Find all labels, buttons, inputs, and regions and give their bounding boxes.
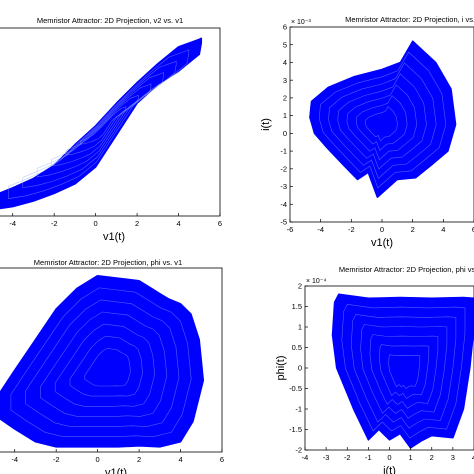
y-tick-label: -4 bbox=[280, 200, 287, 209]
y-tick-label: 5 bbox=[283, 40, 287, 49]
attractor-orbit bbox=[25, 299, 180, 427]
attractor-series bbox=[331, 293, 474, 449]
x-tick-label: 4 bbox=[441, 225, 445, 234]
y-tick-label: -2 bbox=[295, 446, 302, 455]
x-tick-label: 0 bbox=[380, 225, 384, 234]
attractor-orbit bbox=[346, 84, 418, 161]
attractor-orbit bbox=[355, 95, 408, 151]
attractor-orbit bbox=[8, 49, 190, 199]
y-tick-label: -2 bbox=[280, 164, 287, 173]
y-tick-label: 1 bbox=[298, 323, 302, 332]
chart-title: Memristor Attractor: 2D Projection, i vs… bbox=[345, 15, 474, 24]
plot-area bbox=[0, 37, 203, 210]
y-tick-label: 1 bbox=[283, 111, 287, 120]
chart-panel-4: Memristor Attractor: 2D Projection, phi … bbox=[275, 265, 474, 474]
attractor-orbit bbox=[378, 344, 430, 399]
x-tick-label: 4 bbox=[472, 453, 474, 462]
x-tick-label: 0 bbox=[94, 219, 98, 228]
x-tick-label: -4 bbox=[9, 219, 16, 228]
attractor-orbit bbox=[328, 62, 437, 179]
x-tick-label: 4 bbox=[178, 455, 182, 464]
attractor-orbit bbox=[65, 94, 139, 156]
attractor-orbit bbox=[369, 334, 439, 409]
chart-panel-3: Memristor Attractor: 2D Projection, phi … bbox=[0, 258, 224, 474]
attractor-orbit bbox=[318, 51, 447, 189]
x-tick-label: -4 bbox=[317, 225, 324, 234]
y-tick-label: -3 bbox=[280, 182, 287, 191]
attractor-orbit bbox=[360, 324, 448, 419]
attractor-series bbox=[0, 37, 203, 210]
attractor-orbit bbox=[84, 347, 131, 387]
attractor-orbit bbox=[22, 60, 177, 189]
chart-title: Memristor Attractor: 2D Projection, v2 v… bbox=[37, 16, 183, 25]
attractor-orbit bbox=[36, 72, 164, 178]
x-axis-label: v1(t) bbox=[103, 231, 125, 243]
attractor-orbit bbox=[388, 354, 421, 389]
chart-panel-1: Memristor Attractor: 2D Projection, v2 v… bbox=[0, 16, 222, 243]
x-tick-label: -2 bbox=[344, 453, 351, 462]
plot-area bbox=[309, 40, 457, 198]
x-tick-label: 6 bbox=[218, 219, 222, 228]
x-tick-label: -6 bbox=[287, 225, 294, 234]
x-tick-label: 2 bbox=[137, 455, 141, 464]
attractor-orbit bbox=[365, 106, 398, 142]
y-axis-label: i(t) bbox=[260, 118, 272, 131]
y-tick-label: 3 bbox=[283, 76, 287, 85]
chart-title: Memristor Attractor: 2D Projection, phi … bbox=[34, 258, 182, 267]
y-axis-label: phi(t) bbox=[275, 355, 287, 380]
x-axis-label: v1(t) bbox=[105, 467, 127, 474]
attractor-orbit bbox=[80, 106, 127, 145]
x-tick-label: -2 bbox=[348, 225, 355, 234]
x-tick-label: 2 bbox=[411, 225, 415, 234]
attractor-orbit bbox=[69, 335, 143, 397]
x-tick-label: 4 bbox=[176, 219, 180, 228]
x-tick-label: 6 bbox=[220, 455, 224, 464]
attractor-orbit bbox=[40, 311, 168, 417]
y-tick-label: -1.5 bbox=[289, 425, 302, 434]
y-tick-label: -5 bbox=[280, 218, 287, 227]
x-tick-label: 0 bbox=[387, 453, 391, 462]
plot-area bbox=[0, 274, 205, 448]
y-tick-label: -1 bbox=[280, 147, 287, 156]
x-tick-label: -1 bbox=[365, 453, 372, 462]
attractor-series bbox=[309, 40, 457, 198]
x-tick-label: -2 bbox=[51, 219, 58, 228]
attractor-orbit bbox=[341, 303, 466, 439]
attractor-orbit bbox=[350, 314, 457, 429]
chart-title: Memristor Attractor: 2D Projection, phi … bbox=[339, 265, 474, 274]
y-tick-label: 0 bbox=[283, 129, 287, 138]
x-axis-label: i(t) bbox=[383, 465, 396, 474]
y-tick-label: 2 bbox=[283, 94, 287, 103]
y-tick-label: 2 bbox=[298, 282, 302, 291]
attractor-orbit bbox=[54, 323, 156, 407]
attractor-series bbox=[0, 274, 205, 448]
x-axis-label: v1(t) bbox=[371, 237, 393, 249]
y-tick-label: 0.5 bbox=[292, 343, 302, 352]
attractor-orbit bbox=[51, 83, 152, 167]
x-tick-label: 3 bbox=[451, 453, 455, 462]
attractor-orbit bbox=[337, 73, 427, 170]
y-tick-label: 0 bbox=[298, 364, 302, 373]
y-tick-label: 1.5 bbox=[292, 302, 302, 311]
y-exponent-label: × 10⁻³ bbox=[291, 19, 312, 26]
x-tick-label: -4 bbox=[11, 455, 18, 464]
y-tick-label: -0.5 bbox=[289, 384, 302, 393]
x-tick-label: 0 bbox=[96, 455, 100, 464]
plot-area bbox=[331, 293, 474, 449]
x-tick-label: -3 bbox=[323, 453, 330, 462]
chart-panel-2: Memristor Attractor: 2D Projection, i vs… bbox=[260, 15, 474, 249]
x-tick-label: 2 bbox=[135, 219, 139, 228]
attractor-orbit bbox=[10, 287, 192, 438]
y-tick-label: -1 bbox=[295, 405, 302, 414]
y-tick-label: 6 bbox=[283, 23, 287, 32]
y-exponent-label: × 10⁻⁴ bbox=[306, 278, 327, 285]
y-tick-label: 4 bbox=[283, 58, 287, 67]
x-tick-label: -2 bbox=[53, 455, 60, 464]
x-tick-label: 1 bbox=[409, 453, 413, 462]
x-tick-label: 6 bbox=[472, 225, 474, 234]
x-tick-label: -4 bbox=[302, 453, 309, 462]
x-tick-label: 2 bbox=[430, 453, 434, 462]
